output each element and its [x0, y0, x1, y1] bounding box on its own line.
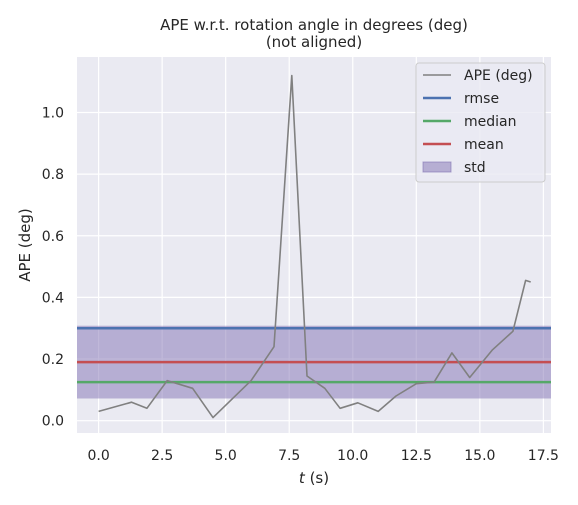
ape-series-line	[98, 74, 531, 419]
stat-lines-layer	[77, 326, 551, 384]
x-tick-label: 2.5	[151, 448, 173, 464]
y-tick-label: 0.2	[42, 352, 64, 368]
x-tick-label: 10.0	[337, 448, 368, 464]
x-tick-label: 15.0	[464, 448, 495, 464]
x-tick-label: 12.5	[401, 448, 432, 464]
x-axis-label-variable: t	[299, 469, 306, 487]
x-axis-label: t (s)	[299, 469, 329, 487]
legend-label: mean	[464, 137, 504, 153]
x-tick-label: 17.5	[528, 448, 559, 464]
y-tick-label: 1.0	[42, 105, 64, 121]
legend-label: median	[464, 114, 516, 130]
y-tick-label: 0.8	[42, 167, 64, 183]
y-tick-label: 0.0	[42, 414, 64, 430]
legend-box	[415, 62, 546, 183]
legend-label: rmse	[464, 91, 499, 107]
legend-label: APE (deg)	[464, 68, 533, 84]
tick-labels: 0.0 2.5 5.0 7.5 10.0 12.5 15.0 17.5 0.0 0.2 0.4 0.6…	[42, 105, 559, 464]
legend: APE (deg) rmse median mean std	[415, 62, 546, 183]
chart-title: APE w.r.t. rotation angle in degrees (de…	[160, 16, 468, 34]
legend-swatch	[422, 161, 452, 173]
chart-subtitle: (not aligned)	[266, 33, 362, 51]
legend-label: std	[464, 160, 486, 176]
x-tick-label: 7.5	[278, 448, 300, 464]
y-tick-label: 0.6	[42, 229, 64, 245]
x-axis-label-unit: (s)	[305, 469, 329, 487]
y-axis-label: APE (deg)	[16, 208, 34, 282]
series-layer	[98, 74, 531, 419]
y-tick-label: 0.4	[42, 290, 64, 306]
x-tick-label: 5.0	[215, 448, 237, 464]
x-tick-label: 0.0	[87, 448, 109, 464]
